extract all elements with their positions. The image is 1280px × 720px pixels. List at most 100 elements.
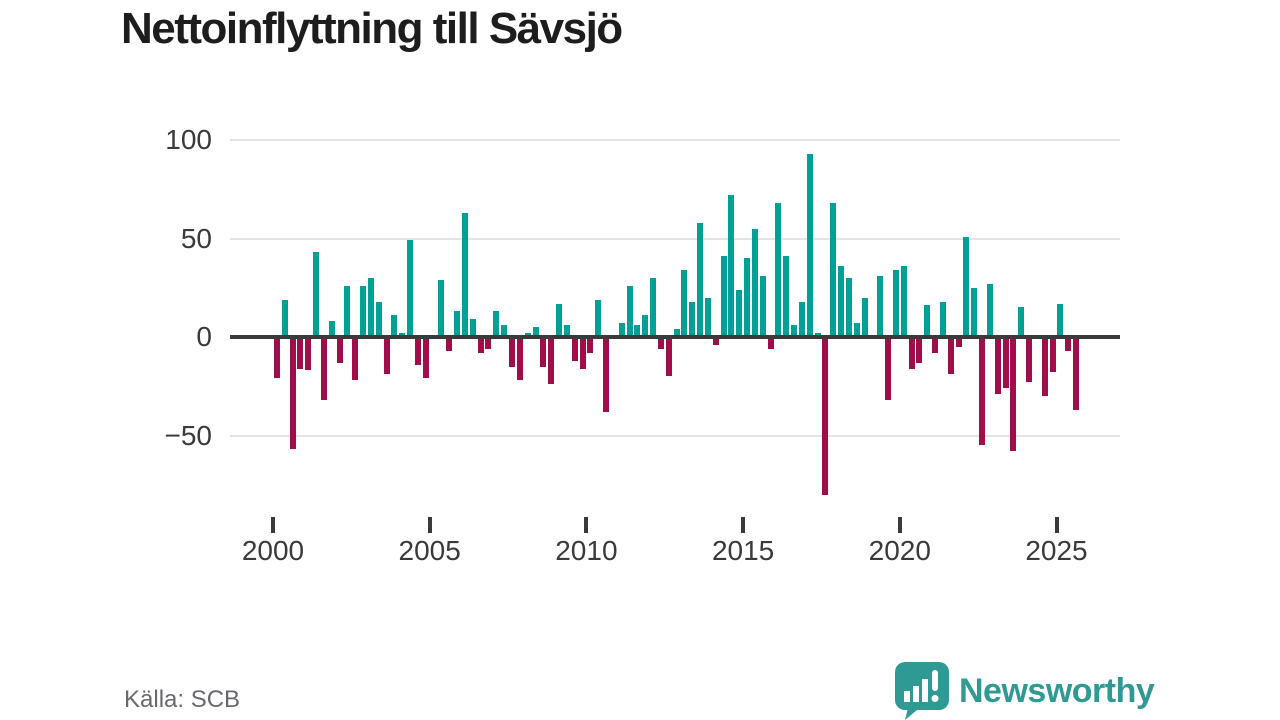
bar-2017-Q3 bbox=[822, 337, 829, 495]
bar-2023-Q2 bbox=[1002, 337, 1009, 389]
bar-2023-Q3 bbox=[1010, 337, 1017, 452]
logo-bar-small bbox=[904, 691, 910, 702]
bar-2023-Q1 bbox=[994, 337, 1001, 395]
bar-2011-Q3 bbox=[634, 325, 641, 337]
bar-2020-Q4 bbox=[924, 305, 931, 337]
bar-2013-Q2 bbox=[689, 301, 696, 337]
y-tick-label-100: 100 bbox=[165, 124, 212, 155]
bar-2020-Q2 bbox=[908, 337, 915, 369]
logo-bar-medium bbox=[913, 686, 919, 702]
bar-2007-Q2 bbox=[501, 325, 508, 337]
bar-2022-Q1 bbox=[963, 236, 970, 337]
bar-2011-Q4 bbox=[642, 315, 649, 337]
bar-2013-Q3 bbox=[697, 222, 704, 337]
bar-2018-Q4 bbox=[861, 297, 868, 337]
bar-2007-Q4 bbox=[516, 337, 523, 381]
x-axis-line bbox=[230, 335, 1120, 339]
bar-2025-Q1 bbox=[1057, 303, 1064, 337]
logo-exclamation-bar bbox=[932, 670, 938, 691]
bar-2017-Q4 bbox=[830, 203, 837, 337]
bar-2004-Q3 bbox=[414, 337, 421, 365]
bar-2012-Q2 bbox=[657, 337, 664, 349]
y-tick-label--50: −50 bbox=[164, 419, 213, 451]
bar-2025-Q3 bbox=[1073, 337, 1080, 410]
brand-name: Newsworthy bbox=[959, 671, 1155, 710]
bar-2005-Q3 bbox=[446, 337, 453, 351]
bar-2014-Q4 bbox=[736, 289, 743, 337]
bar-2021-Q2 bbox=[939, 301, 946, 337]
bar-2007-Q3 bbox=[509, 337, 515, 367]
bar-2018-Q1 bbox=[838, 266, 845, 337]
grid-line-100 bbox=[230, 139, 1120, 141]
bar-2015-Q3 bbox=[759, 275, 766, 337]
bar-2001-Q3 bbox=[320, 337, 327, 401]
bar-2020-Q3 bbox=[916, 337, 923, 363]
bar-2022-Q2 bbox=[971, 287, 978, 337]
x-tick-label-2005: 2005 bbox=[398, 535, 461, 566]
bar-2019-Q2 bbox=[877, 275, 884, 337]
bar-2003-Q3 bbox=[383, 337, 390, 375]
bar-2011-Q1 bbox=[618, 323, 625, 337]
bar-2000-Q2 bbox=[281, 299, 288, 337]
bar-2019-Q3 bbox=[885, 337, 892, 401]
bar-2020-Q1 bbox=[900, 266, 907, 337]
bar-2016-Q2 bbox=[783, 256, 790, 337]
bar-2018-Q2 bbox=[845, 277, 852, 337]
bar-2002-Q4 bbox=[360, 285, 367, 337]
bar-2022-Q3 bbox=[979, 337, 986, 446]
bar-2013-Q4 bbox=[704, 297, 711, 337]
bar-2006-Q1 bbox=[461, 212, 468, 337]
brand-logo: Newsworthy bbox=[895, 662, 1155, 720]
bar-2014-Q1 bbox=[712, 337, 719, 345]
bar-2003-Q2 bbox=[375, 301, 382, 337]
bar-2023-Q4 bbox=[1018, 307, 1025, 337]
x-tick-label-2000: 2000 bbox=[241, 535, 305, 566]
bar-2021-Q3 bbox=[947, 337, 954, 375]
bar-2024-Q4 bbox=[1049, 337, 1056, 373]
bar-2004-Q4 bbox=[422, 337, 429, 379]
bar-2013-Q1 bbox=[681, 270, 688, 337]
logo-exclamation-dot bbox=[931, 695, 939, 702]
bar-2003-Q1 bbox=[367, 277, 374, 337]
x-tick-label-2020: 2020 bbox=[868, 535, 931, 566]
x-tick-2015 bbox=[741, 517, 746, 533]
bar-2015-Q2 bbox=[751, 228, 758, 337]
y-tick-label-50: 50 bbox=[180, 222, 212, 254]
bar-2001-Q2 bbox=[313, 252, 320, 337]
bar-2008-Q3 bbox=[540, 337, 547, 367]
bar-2005-Q2 bbox=[438, 279, 445, 337]
bar-2009-Q1 bbox=[556, 303, 562, 337]
grid-line--50 bbox=[230, 434, 1120, 437]
bar-2006-Q4 bbox=[485, 337, 492, 349]
bar-2018-Q3 bbox=[853, 323, 860, 337]
bar-2002-Q1 bbox=[336, 337, 343, 363]
bar-2007-Q1 bbox=[493, 311, 500, 337]
bar-2014-Q3 bbox=[728, 195, 735, 337]
bar-2016-Q1 bbox=[775, 203, 782, 337]
bar-2000-Q4 bbox=[297, 337, 304, 369]
bar-2001-Q1 bbox=[305, 337, 312, 371]
logo-bar-large bbox=[922, 679, 928, 702]
newsworthy-icon bbox=[895, 662, 949, 720]
bar-2006-Q3 bbox=[477, 337, 484, 353]
bar-2019-Q4 bbox=[892, 270, 899, 337]
bar-2005-Q4 bbox=[454, 311, 461, 337]
bar-2011-Q2 bbox=[626, 285, 633, 337]
bar-2017-Q1 bbox=[806, 153, 813, 337]
bar-2010-Q2 bbox=[595, 299, 602, 337]
bar-2014-Q2 bbox=[720, 256, 727, 337]
bar-2000-Q1 bbox=[273, 337, 280, 379]
bar-2015-Q4 bbox=[767, 337, 774, 349]
x-tick-2025 bbox=[1054, 517, 1059, 533]
bar-2012-Q1 bbox=[650, 277, 657, 337]
bar-2002-Q2 bbox=[344, 285, 351, 337]
bar-2003-Q4 bbox=[391, 315, 398, 337]
bar-2024-Q3 bbox=[1041, 337, 1048, 397]
bar-2010-Q1 bbox=[587, 337, 594, 353]
bar-2025-Q2 bbox=[1065, 337, 1072, 351]
bar-2024-Q1 bbox=[1026, 337, 1033, 383]
bar-2008-Q4 bbox=[548, 337, 555, 385]
bar-2016-Q4 bbox=[798, 301, 805, 337]
bar-2008-Q2 bbox=[532, 327, 539, 337]
